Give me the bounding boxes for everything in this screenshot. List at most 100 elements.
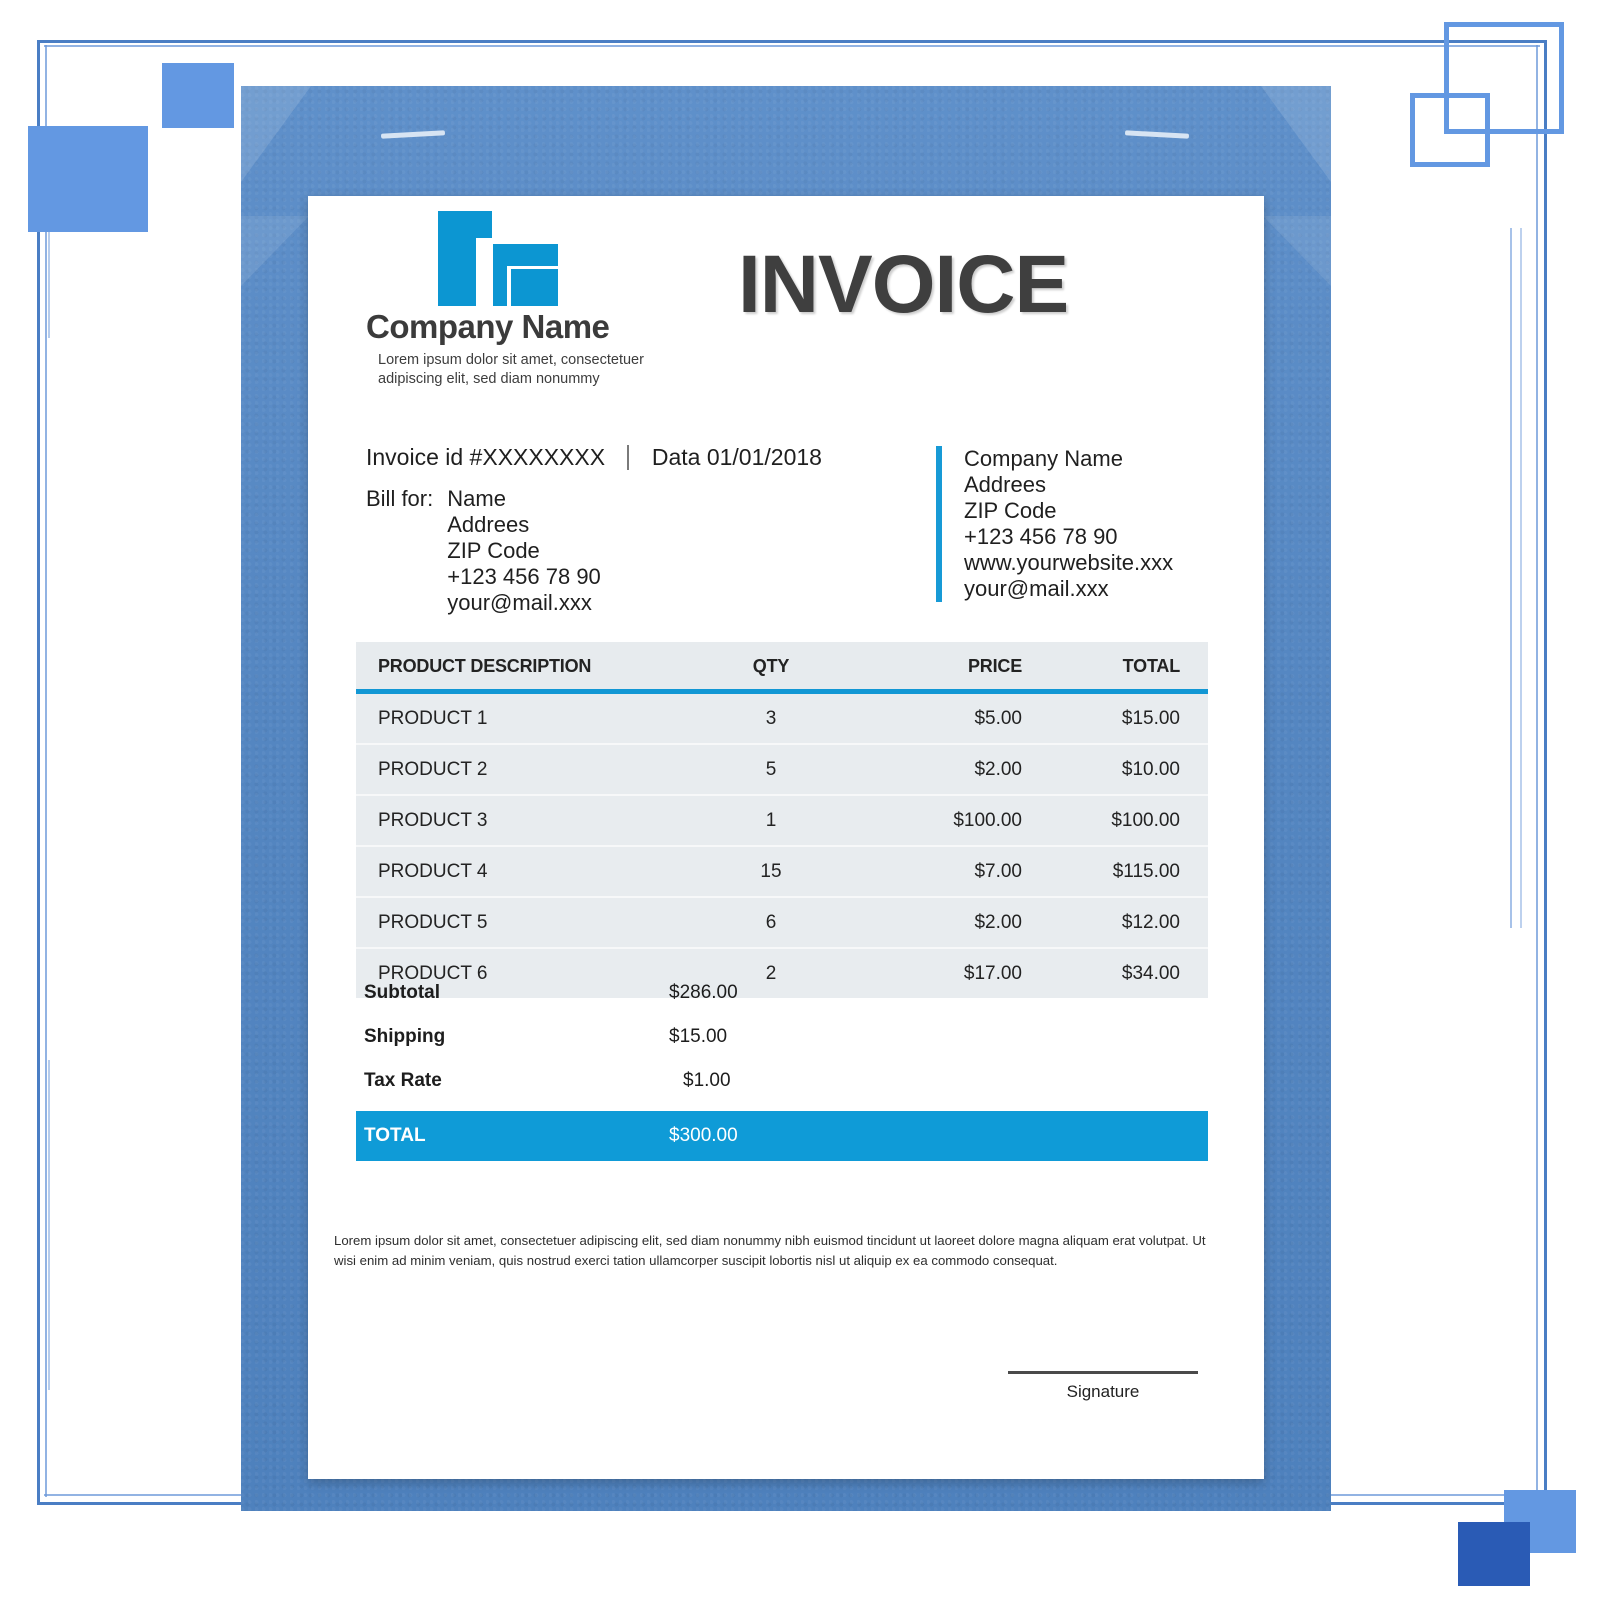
issuer-line: +123 456 78 90: [964, 523, 1118, 549]
accent-stroke-right-1: [1510, 228, 1512, 928]
grand-total-label: TOTAL: [364, 1125, 426, 1146]
envelope-flap-bevel-right: [1263, 216, 1331, 286]
envelope-dash-right: [1124, 130, 1190, 139]
issuer-line: ZIP Code: [964, 497, 1057, 523]
bill-for-lines: Name Addrees ZIP Code +123 456 78 90 you…: [447, 486, 601, 616]
tax-rate-label: Tax Rate: [364, 1070, 442, 1091]
page-title: INVOICE: [738, 239, 1069, 330]
shipping-label: Shipping: [364, 1026, 446, 1047]
totals-summary: Subtotal $286.00 Shipping $15.00 Tax Rat…: [356, 971, 1208, 1161]
issuer-contact-block: Company Name Addrees ZIP Code +123 456 7…: [936, 446, 1173, 602]
logo-shape-lower-block: [511, 269, 558, 306]
decor-square-top-right-large: [1444, 22, 1564, 134]
issuer-line: Addrees: [964, 471, 1046, 497]
cell-description: PRODUCT 2: [356, 744, 686, 796]
bill-for-line: +123 456 78 90: [447, 563, 601, 589]
table-row: PRODUCT 2 5 $2.00 $10.00: [356, 744, 1208, 796]
invoice-header: Company Name Lorem ipsum dolor sit amet,…: [308, 196, 1264, 396]
accent-stroke-left-1: [48, 228, 50, 338]
column-header-total: TOTAL: [1046, 642, 1208, 692]
invoice-date-text: Data 01/01/2018: [651, 444, 822, 470]
cell-qty: 1: [686, 795, 856, 847]
logo-shape-mid-bar: [493, 244, 558, 266]
column-header-qty: QTY: [686, 642, 856, 692]
tax-rate-value: $1.00: [683, 1070, 731, 1091]
cell-price: $2.00: [856, 897, 1046, 949]
signature-line: [1008, 1371, 1198, 1374]
cell-total: $115.00: [1046, 846, 1208, 898]
company-tagline: Lorem ipsum dolor sit amet, consectetuer…: [378, 352, 644, 388]
invoice-meta-left: Invoice id #XXXXXXXX Data 01/01/2018 Bil…: [366, 444, 822, 616]
decor-square-top-left-large: [28, 126, 148, 232]
cell-price: $5.00: [856, 691, 1046, 745]
envelope-dash-left: [380, 130, 446, 139]
table-row: PRODUCT 1 3 $5.00 $15.00: [356, 691, 1208, 745]
frame-line-left: [37, 40, 40, 1505]
cell-total: $34.00: [1046, 948, 1208, 998]
signature-label: Signature: [1066, 1382, 1140, 1401]
cell-total: $10.00: [1046, 744, 1208, 796]
cell-price: $7.00: [856, 846, 1046, 898]
frame-line-left-inner: [45, 45, 47, 1497]
cell-description: PRODUCT 6: [356, 948, 686, 998]
accent-stroke-right-2: [1520, 228, 1522, 928]
cell-description: PRODUCT 3: [356, 795, 686, 847]
cell-qty: 15: [686, 846, 856, 898]
envelope-flap-bevel-left: [241, 216, 309, 286]
issuer-line: www.yourwebsite.xxx: [964, 549, 1174, 575]
column-header-description: PRODUCT DESCRIPTION: [356, 642, 686, 692]
cell-description: PRODUCT 5: [356, 897, 686, 949]
cell-price: $17.00: [856, 948, 1046, 998]
frame-line-top-inner: [44, 45, 1540, 47]
cell-price: $100.00: [856, 795, 1046, 847]
envelope-flap-corner-left: [241, 86, 311, 182]
cell-total: $12.00: [1046, 897, 1208, 949]
envelope-flap-corner-right: [1261, 86, 1331, 182]
cell-qty: 2: [686, 948, 856, 998]
bill-for-line: Addrees: [447, 511, 530, 537]
footer-terms-text: Lorem ipsum dolor sit amet, consectetuer…: [334, 1233, 1206, 1269]
invoice-sheet: Company Name Lorem ipsum dolor sit amet,…: [308, 196, 1264, 1479]
bill-for-line: Name: [447, 486, 506, 511]
decor-square-bottom-right-dark: [1458, 1522, 1530, 1586]
line-items-table: PRODUCT DESCRIPTION QTY PRICE TOTAL PROD…: [356, 642, 1208, 998]
invoice-id-text: Invoice id #XXXXXXXX: [366, 444, 606, 470]
totals-row-shipping: Shipping $15.00: [356, 1015, 1208, 1059]
accent-stroke-left-2: [48, 1060, 50, 1390]
cell-total: $15.00: [1046, 691, 1208, 745]
subtotal-value: $286.00: [669, 982, 738, 1003]
bill-for-block: Bill for: Name Addrees ZIP Code +123 456…: [366, 486, 816, 616]
totals-row-grand-total: TOTAL $300.00: [356, 1111, 1208, 1161]
issuer-line: Company Name: [964, 446, 1123, 471]
cell-total: $100.00: [1046, 795, 1208, 847]
cell-description: PRODUCT 4: [356, 846, 686, 898]
cell-qty: 3: [686, 691, 856, 745]
company-logo-icon: [438, 211, 558, 306]
grand-total-value: $300.00: [669, 1125, 738, 1146]
issuer-line: your@mail.xxx: [964, 575, 1109, 601]
invoice-id-and-date: Invoice id #XXXXXXXX Data 01/01/2018: [366, 444, 822, 471]
frame-line-right-inner: [1536, 45, 1538, 1497]
cell-description: PRODUCT 1: [356, 691, 686, 745]
table-row: PRODUCT 5 6 $2.00 $12.00: [356, 897, 1208, 949]
cell-qty: 5: [686, 744, 856, 796]
logo-shape-top-nub: [476, 211, 492, 238]
totals-row-tax-rate: Tax Rate $1.00: [356, 1059, 1208, 1103]
subtotal-label: Subtotal: [364, 982, 440, 1003]
bill-for-label: Bill for:: [366, 486, 434, 511]
frame-line-top: [37, 40, 1547, 43]
shipping-value: $15.00: [669, 1026, 728, 1047]
frame-line-right: [1544, 40, 1547, 1505]
table-row: PRODUCT 3 1 $100.00 $100.00: [356, 795, 1208, 847]
table-row: PRODUCT 6 2 $17.00 $34.00: [356, 948, 1208, 998]
decor-square-top-right-small: [1410, 93, 1490, 167]
bill-for-line: your@mail.xxx: [447, 589, 592, 615]
cell-qty: 6: [686, 897, 856, 949]
column-header-price: PRICE: [856, 642, 1046, 692]
totals-row-subtotal: Subtotal $286.00: [356, 971, 1208, 1015]
table-header-row: PRODUCT DESCRIPTION QTY PRICE TOTAL: [356, 642, 1208, 692]
decor-square-top-left-small: [162, 63, 234, 128]
meta-divider: [627, 445, 630, 470]
signature-block: Signature: [1008, 1371, 1198, 1402]
